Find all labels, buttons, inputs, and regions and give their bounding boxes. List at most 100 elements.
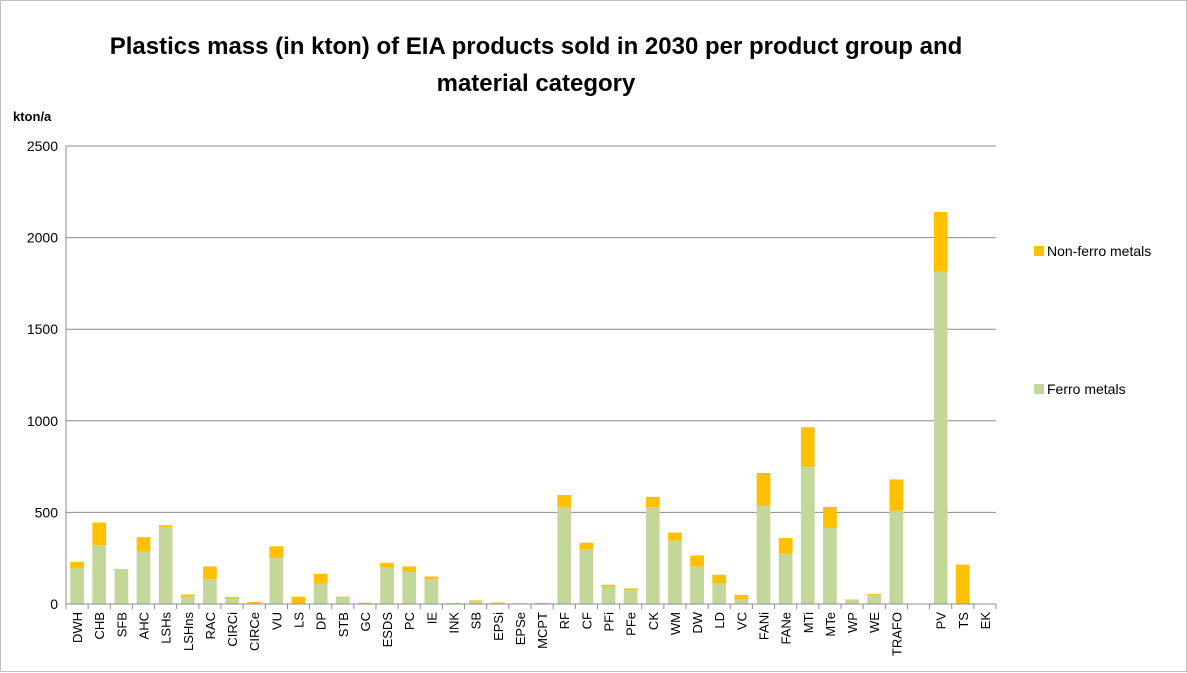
bar-segment-ferro — [800, 466, 815, 604]
x-category-label: VC — [734, 612, 749, 630]
bar-segment-ferro — [180, 596, 195, 604]
bar-segment-ferro — [225, 598, 239, 604]
x-category-label: DP — [314, 612, 329, 630]
x-category-label: SB — [469, 612, 484, 629]
bar-segment-ferro — [402, 571, 417, 604]
bar-segment-nonferro — [158, 525, 173, 528]
axes: 0 500 1000 1500 2000 2500 DWH CHB SFB AHC LSHs LSHn… — [27, 138, 997, 656]
bar-segment-nonferro — [114, 569, 129, 571]
bar-segment-nonferro — [136, 537, 151, 552]
x-category-label: WP — [845, 612, 860, 633]
x-category-label: LSHns — [181, 612, 196, 652]
bar-segment-nonferro — [734, 594, 749, 600]
x-category-label: AHC — [137, 612, 152, 639]
bar-segment-ferro — [734, 599, 749, 604]
bar-segment-nonferro — [933, 211, 948, 272]
x-category-label: PFi — [602, 612, 617, 632]
x-category-label: CIRCi — [225, 612, 240, 647]
x-category-label: WM — [668, 612, 683, 635]
y-axis-unit-label: kton/a — [13, 109, 52, 124]
bar-segment-ferro — [623, 590, 638, 604]
x-category-label: DWH — [70, 612, 85, 643]
x-category-label: SFB — [114, 612, 129, 637]
y-tick-label: 1000 — [27, 413, 58, 429]
bars — [70, 211, 970, 605]
x-category-label: PFe — [624, 612, 639, 636]
gridlines — [66, 145, 996, 605]
bar-segment-ferro — [668, 540, 682, 604]
bar-segment-nonferro — [402, 566, 417, 572]
bar-segment-nonferro — [712, 574, 727, 583]
bar-segment-ferro — [424, 579, 439, 604]
x-category-label: CIRCe — [247, 612, 262, 651]
bar-segment-nonferro — [867, 593, 882, 595]
bar-segment-nonferro — [70, 561, 84, 569]
bar-segment-nonferro — [623, 588, 638, 591]
y-tick-label: 500 — [35, 504, 59, 520]
bar-segment-nonferro — [225, 597, 239, 599]
chart-title-line-2: material category — [437, 70, 636, 97]
bar-segment-nonferro — [535, 602, 549, 604]
bar-segment-ferro — [468, 601, 483, 604]
bar-segment-ferro — [313, 583, 328, 604]
chart-title-line-1: Plastics mass (in kton) of EIA products … — [110, 33, 963, 60]
bar-segment-nonferro — [645, 496, 660, 507]
bar-segment-nonferro — [490, 602, 505, 604]
bar-segment-ferro — [645, 506, 660, 604]
x-category-label: MCPT — [535, 612, 550, 649]
bar-segment-ferro — [136, 551, 151, 604]
bar-segment-ferro — [889, 510, 904, 604]
x-category-label: FANi — [757, 612, 772, 640]
y-tick-label: 2000 — [27, 230, 58, 246]
bar-segment-ferro — [557, 506, 572, 604]
bar-segment-ferro — [933, 271, 948, 604]
y-tick-label: 0 — [50, 596, 58, 612]
bar-segment-ferro — [247, 602, 262, 604]
bar-segment-nonferro — [800, 427, 815, 467]
bar-segment-ferro — [712, 582, 727, 604]
bar-segment-nonferro — [668, 532, 682, 541]
x-category-label: EK — [978, 612, 993, 630]
legend-label: Ferro metals — [1047, 381, 1126, 397]
bar-segment-nonferro — [446, 603, 461, 604]
bar-segment-nonferro — [690, 555, 704, 567]
x-category-label: MTe — [823, 612, 838, 637]
x-category-label: RAC — [203, 612, 218, 639]
bar-segment-nonferro — [269, 546, 284, 559]
bar-segment-nonferro — [778, 538, 793, 554]
x-category-label: RF — [557, 612, 572, 629]
bar-segment-ferro — [756, 505, 771, 604]
legend: Non-ferro metals Ferro metals — [1034, 243, 1151, 397]
bar-segment-ferro — [203, 579, 217, 604]
bar-segment-nonferro — [823, 506, 837, 528]
bar-segment-ferro — [601, 586, 616, 604]
bar-segment-ferro — [269, 558, 284, 604]
bar-segment-ferro — [845, 599, 859, 604]
bar-segment-nonferro — [180, 594, 195, 597]
x-category-label: DW — [690, 611, 705, 633]
bar-segment-ferro — [158, 527, 173, 604]
x-category-label: LSHs — [159, 612, 174, 644]
x-category-label: INK — [447, 612, 462, 634]
bar-segment-ferro — [70, 568, 84, 604]
bar-segment-nonferro — [380, 562, 394, 568]
x-category-label: EPSe — [513, 612, 528, 645]
x-category-label: WE — [867, 612, 882, 633]
x-category-label: CK — [646, 612, 661, 630]
x-category-label: PV — [934, 612, 949, 630]
bar-segment-nonferro — [247, 602, 262, 603]
bar-segment-nonferro — [358, 602, 372, 604]
bar-segment-ferro — [867, 594, 882, 604]
bar-segment-nonferro — [756, 473, 771, 506]
bar-segment-ferro — [335, 597, 350, 604]
bar-segment-nonferro — [92, 522, 107, 546]
x-category-label: FANe — [779, 612, 794, 645]
y-tick-label: 2500 — [27, 138, 58, 154]
bar-segment-ferro — [778, 553, 793, 604]
bar-segment-nonferro — [601, 584, 616, 587]
bar-segment-nonferro — [579, 542, 594, 550]
bar-segment-nonferro — [335, 596, 350, 598]
x-category-label: EPSi — [491, 612, 506, 641]
bar-segment-nonferro — [313, 573, 328, 584]
